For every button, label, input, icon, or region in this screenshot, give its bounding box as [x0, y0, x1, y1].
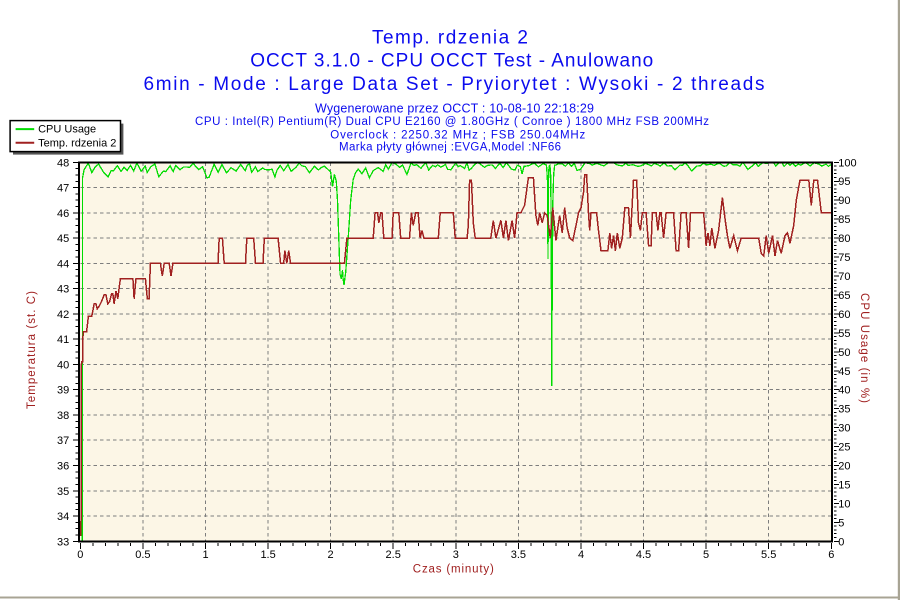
svg-text:Czas (minuty): Czas (minuty) [413, 564, 494, 576]
svg-text:3: 3 [453, 549, 459, 561]
svg-text:1.5: 1.5 [260, 549, 275, 561]
svg-text:6min - Mode : Large Data Set -: 6min - Mode : Large Data Set - Pryioryte… [144, 74, 765, 95]
svg-text:Wygenerowane przez OCCT : 10-0: Wygenerowane przez OCCT : 10-08-10 22:18… [315, 101, 594, 115]
svg-text:3.5: 3.5 [511, 549, 526, 561]
svg-text:80: 80 [838, 233, 850, 245]
svg-text:1: 1 [202, 549, 208, 561]
svg-text:Overclock : 2250.32 MHz ; FSB: Overclock : 2250.32 MHz ; FSB 250.04MHz [330, 130, 585, 142]
svg-text:40: 40 [838, 385, 850, 397]
svg-text:60: 60 [838, 309, 850, 321]
svg-text:30: 30 [838, 423, 850, 435]
svg-text:35: 35 [838, 404, 850, 416]
svg-text:5.5: 5.5 [761, 549, 776, 561]
svg-text:100: 100 [838, 157, 856, 169]
svg-text:46: 46 [57, 208, 69, 220]
svg-text:70: 70 [838, 271, 850, 283]
svg-text:36: 36 [57, 461, 69, 473]
svg-text:48: 48 [57, 157, 69, 169]
svg-text:45: 45 [838, 366, 850, 378]
svg-text:Temp. rdzenia 2: Temp. rdzenia 2 [372, 27, 528, 48]
svg-text:0: 0 [77, 549, 83, 561]
svg-text:5: 5 [703, 549, 709, 561]
svg-text:10: 10 [838, 498, 850, 510]
svg-text:47: 47 [57, 183, 69, 195]
svg-text:6: 6 [828, 549, 834, 561]
svg-text:37: 37 [57, 435, 69, 447]
svg-text:95: 95 [838, 176, 850, 188]
svg-text:25: 25 [838, 442, 850, 454]
svg-text:2.5: 2.5 [386, 549, 401, 561]
svg-text:CPU Usage (in %): CPU Usage (in %) [858, 293, 870, 403]
svg-text:4: 4 [578, 549, 584, 561]
svg-text:Temp. rdzenia 2: Temp. rdzenia 2 [38, 137, 116, 149]
svg-text:65: 65 [838, 290, 850, 302]
svg-text:41: 41 [57, 334, 69, 346]
svg-text:OCCT 3.1.0 - CPU OCCT Test - A: OCCT 3.1.0 - CPU OCCT Test - Anulowano [250, 50, 653, 71]
svg-text:0.5: 0.5 [135, 549, 150, 561]
svg-text:40: 40 [57, 359, 69, 371]
svg-text:90: 90 [838, 195, 850, 207]
svg-text:20: 20 [838, 461, 850, 473]
svg-text:43: 43 [57, 284, 69, 296]
svg-text:33: 33 [57, 536, 69, 548]
svg-text:34: 34 [57, 511, 69, 523]
svg-text:5: 5 [838, 517, 844, 529]
svg-text:44: 44 [57, 258, 69, 270]
svg-text:Marka płyty głównej :EVGA,Mode: Marka płyty głównej :EVGA,Model :NF66 [339, 141, 561, 153]
svg-text:35: 35 [57, 486, 69, 498]
svg-text:39: 39 [57, 385, 69, 397]
svg-text:45: 45 [57, 233, 69, 245]
svg-text:CPU : Intel(R) Pentium(R) Dual: CPU : Intel(R) Pentium(R) Dual CPU E2160… [195, 116, 709, 128]
svg-text:38: 38 [57, 410, 69, 422]
svg-text:55: 55 [838, 328, 850, 340]
svg-text:85: 85 [838, 214, 850, 226]
svg-text:75: 75 [838, 252, 850, 264]
svg-text:15: 15 [838, 479, 850, 491]
svg-text:CPU Usage: CPU Usage [38, 124, 96, 136]
svg-text:0: 0 [838, 536, 844, 548]
svg-text:4.5: 4.5 [636, 549, 651, 561]
svg-text:Temperatura (st. C): Temperatura (st. C) [26, 291, 38, 409]
svg-text:50: 50 [838, 347, 850, 359]
svg-text:42: 42 [57, 309, 69, 321]
svg-text:2: 2 [328, 549, 334, 561]
